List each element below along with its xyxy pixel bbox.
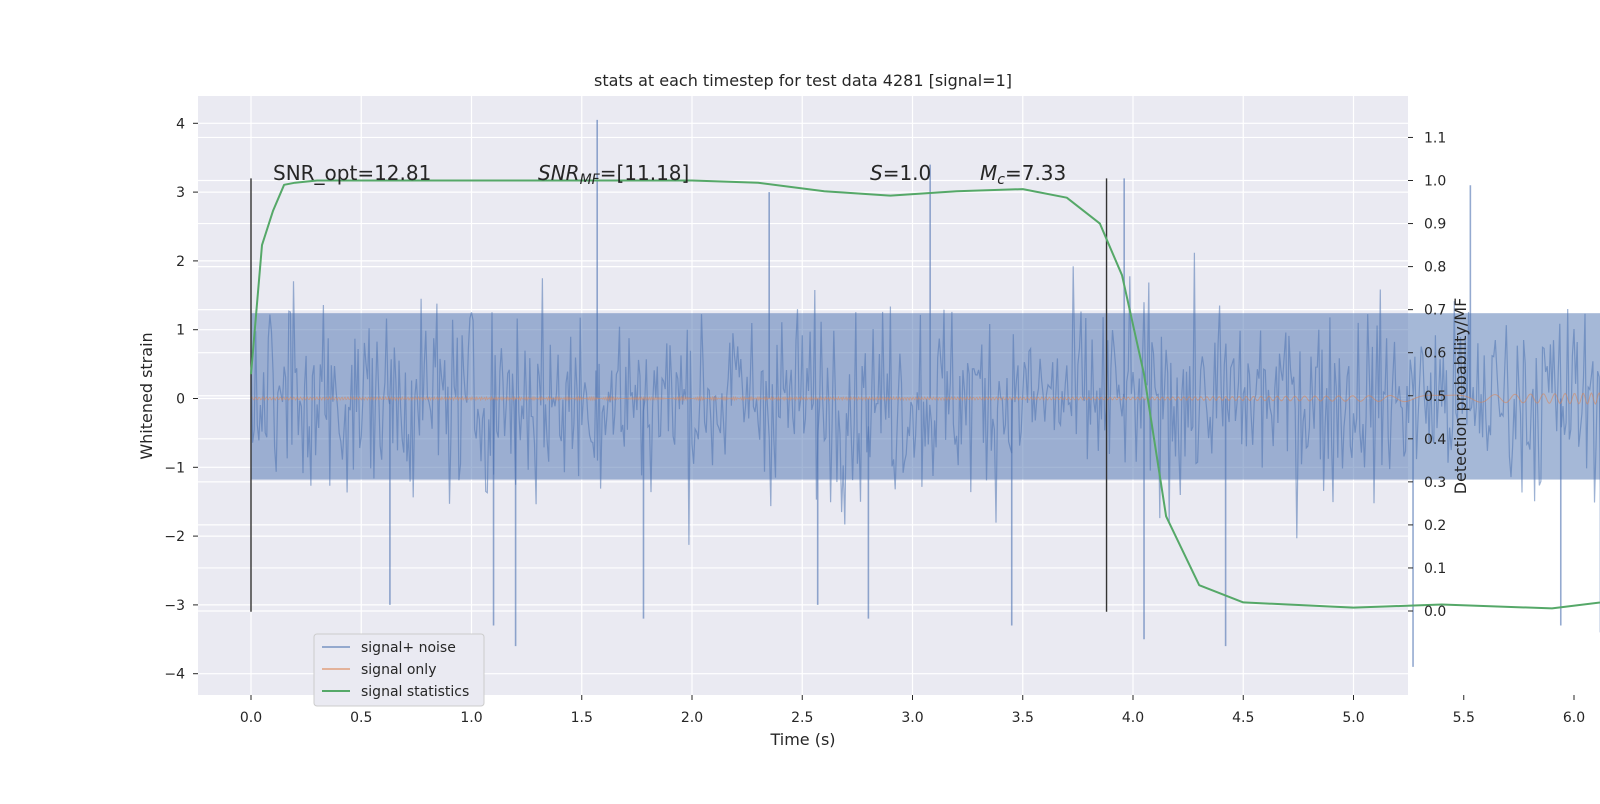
x-tick-label: 1.5 [571, 710, 593, 726]
annotation-snr-opt: SNR_opt=12.81 [273, 161, 431, 185]
left-y-tick-label: −3 [164, 598, 185, 614]
annotation-mc-symbol: M [980, 161, 997, 185]
annotation-snr-mf: SNRMF=[11.18] [538, 161, 689, 188]
x-tick-label: 1.0 [460, 710, 482, 726]
right-y-tick-label: 0.1 [1424, 561, 1446, 577]
left-y-tick-label: 4 [176, 116, 185, 132]
annotation-mc-value: =7.33 [1005, 161, 1066, 185]
x-tick-label: 2.5 [791, 710, 813, 726]
legend-label-signal-only: signal only [361, 662, 436, 678]
left-y-tick-label: 3 [176, 185, 185, 201]
left-y-tick-label: −4 [164, 667, 185, 683]
legend-label-signal-statistics: signal statistics [361, 684, 469, 700]
annotation-mc-subscript: c [997, 172, 1005, 188]
right-y-tick-label: 0.4 [1424, 432, 1446, 448]
annotation-s-value: =1.0 [883, 161, 932, 185]
x-tick-label: 4.5 [1232, 710, 1254, 726]
right-y-tick-label: 0.7 [1424, 303, 1446, 319]
x-tick-label: 6.0 [1563, 710, 1585, 726]
left-y-tick-label: −2 [164, 529, 185, 545]
left-y-tick-label: 1 [176, 323, 185, 339]
right-y-tick-label: 0.0 [1424, 604, 1446, 620]
right-y-tick-label: 0.9 [1424, 217, 1446, 233]
legend: signal+ noise signal only signal statist… [313, 633, 485, 707]
right-y-tick-label: 1.1 [1424, 130, 1446, 146]
right-y-tick-label: 0.3 [1424, 475, 1446, 491]
signal-only-series [250, 391, 1600, 405]
left-y-tick-label: 0 [176, 392, 185, 408]
signal-statistics-line [250, 179, 1600, 610]
x-tick-label: 3.0 [901, 710, 923, 726]
x-tick-label: 5.5 [1453, 710, 1475, 726]
x-tick-label: 5.0 [1342, 710, 1364, 726]
vertical-markers [250, 178, 1108, 612]
left-y-axis-label: Whitened strain [137, 332, 156, 459]
right-y-tick-label: 0.2 [1424, 518, 1446, 534]
signal-plus-noise-line [250, 252, 1600, 545]
x-tick-label: 0.0 [240, 710, 262, 726]
annotation-s: S=1.0 [870, 161, 931, 185]
right-y-tick-label: 1.0 [1424, 174, 1446, 190]
annotation-snr-mf-symbol: SNR [538, 161, 580, 185]
x-tick-label: 0.5 [350, 710, 372, 726]
right-y-axis-label: Detection probability/MF [1451, 298, 1470, 495]
annotation-snr-mf-value: =[11.18] [600, 161, 690, 185]
left-y-tick-label: 2 [176, 254, 185, 270]
signal-only-line [250, 391, 1600, 405]
signal-plus-noise-series [250, 119, 1600, 667]
right-y-tick-label: 0.6 [1424, 346, 1446, 362]
x-tick-label: 2.0 [681, 710, 703, 726]
left-y-tick-label: −1 [164, 460, 185, 476]
right-y-tick-label: 0.5 [1424, 389, 1446, 405]
legend-box [313, 633, 485, 707]
axes-layer: 0.00.51.01.52.02.53.03.54.04.55.05.56.06… [164, 116, 1585, 726]
annotation-mc: Mc=7.33 [980, 161, 1066, 188]
annotation-snr-mf-subscript: MF [580, 172, 601, 188]
chart-title: stats at each timestep for test data 428… [594, 71, 1012, 90]
right-y-tick-label: 0.8 [1424, 260, 1446, 276]
x-tick-label: 4.0 [1122, 710, 1144, 726]
signal-statistics-series [250, 179, 1600, 610]
annotation-s-symbol: S [870, 161, 883, 185]
x-axis-label: Time (s) [769, 730, 835, 749]
x-tick-label: 3.5 [1012, 710, 1034, 726]
legend-label-signal-noise: signal+ noise [361, 640, 456, 656]
